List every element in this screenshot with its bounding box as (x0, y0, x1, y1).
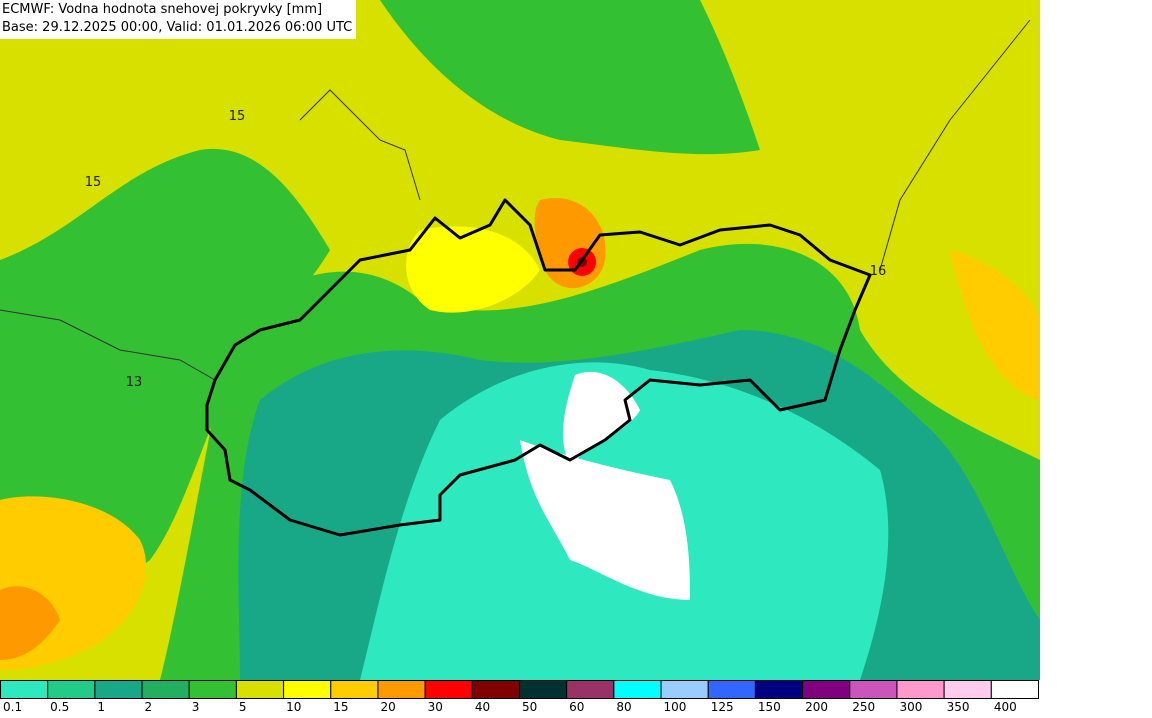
legend-label: 300 (899, 700, 922, 714)
legend-swatch (707, 680, 756, 699)
legend-label: 150 (758, 700, 781, 714)
legend: 0.1 0.5 1 2 3 5 10 15 20 30 40 50 60 80 100 125 150 200 25… (0, 680, 1039, 714)
legend-swatch (47, 680, 96, 699)
legend-label: 0.1 (3, 700, 22, 714)
legend-label: 5 (239, 700, 247, 714)
legend-swatch (849, 680, 898, 699)
legend-swatch (235, 680, 285, 699)
country-border (0, 19, 1031, 381)
map-label: 15 (85, 175, 102, 190)
legend-label: 0.5 (50, 700, 69, 714)
legend-label: 15 (333, 700, 348, 714)
legend-swatch (519, 680, 568, 699)
map: 15 15 13 16 (0, 0, 1040, 680)
map-label: 13 (126, 375, 143, 390)
legend-label: 125 (711, 700, 734, 714)
legend-swatch (377, 680, 426, 699)
legend-label: 20 (380, 700, 395, 714)
legend-label: 30 (428, 700, 443, 714)
legend-label: 100 (664, 700, 687, 714)
legend-label: 10 (286, 700, 301, 714)
legend-swatch (0, 680, 49, 699)
legend-swatch (613, 680, 662, 699)
legend-swatch (94, 680, 143, 699)
legend-label: 400 (994, 700, 1017, 714)
legend-swatch (330, 680, 379, 699)
legend-label: 60 (569, 700, 584, 714)
snow-area (0, 586, 60, 660)
legend-swatch (990, 680, 1039, 699)
legend-swatch (943, 680, 992, 699)
legend-label: 50 (522, 700, 537, 714)
snow-area (520, 371, 690, 600)
title-box: ECMWF: Vodna hodnota snehovej pokryvky [… (0, 0, 357, 39)
map-label: 16 (870, 264, 887, 279)
legend-label: 40 (475, 700, 490, 714)
legend-swatch (424, 680, 473, 699)
legend-label: 1 (97, 700, 105, 714)
legend-swatch (283, 680, 332, 699)
subtitle: Base: 29.12.2025 00:00, Valid: 01.01.202… (2, 20, 353, 35)
legend-label: 3 (192, 700, 200, 714)
legend-swatch (471, 680, 520, 699)
snow-area (406, 226, 540, 313)
map-label: 15 (229, 109, 246, 124)
legend-swatch (896, 680, 945, 699)
slovakia-border (205, 198, 872, 537)
legend-swatch (754, 680, 804, 699)
snow-area (950, 250, 1040, 400)
title: ECMWF: Vodna hodnota snehovej pokryvky [… (2, 2, 323, 17)
legend-swatch (188, 680, 237, 699)
legend-swatch (566, 680, 615, 699)
legend-swatch (660, 680, 709, 699)
snow-area (380, 0, 760, 155)
legend-label: 350 (947, 700, 970, 714)
legend-label: 80 (616, 700, 631, 714)
legend-label: 200 (805, 700, 828, 714)
legend-label: 2 (145, 700, 153, 714)
legend-swatch (802, 680, 851, 699)
legend-label: 250 (852, 700, 875, 714)
snow-area (0, 148, 330, 604)
legend-swatch (141, 680, 190, 699)
